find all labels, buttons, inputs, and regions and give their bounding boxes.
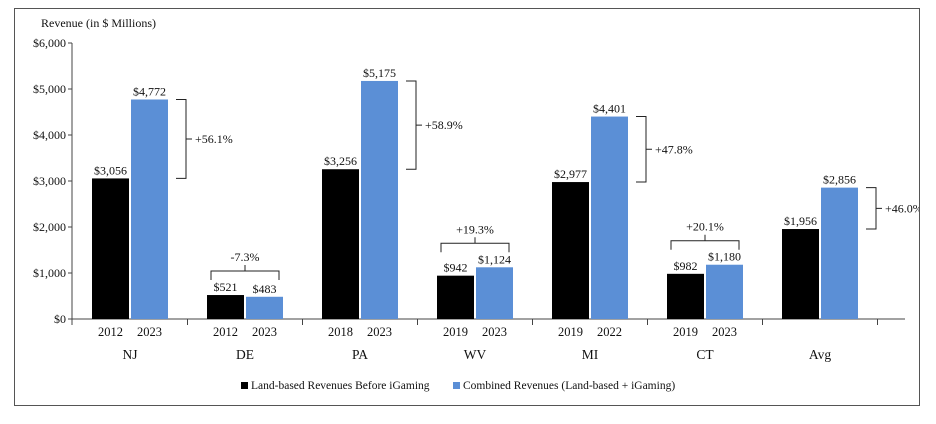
data-label: $942 [444, 261, 468, 275]
y-tick-label: $2,000 [33, 220, 66, 234]
x-year-label: 2022 [597, 325, 622, 339]
legend-label-combined: Combined Revenues (Land-based + iGaming) [463, 380, 675, 392]
x-year-label: 2019 [558, 325, 583, 339]
data-label: $3,256 [324, 154, 357, 168]
change-bracket [440, 237, 510, 253]
bar-combined [706, 264, 743, 319]
x-category-label: Avg [809, 347, 831, 362]
change-brackets: +56.1% -7.3% +58.9% +19.3% +47.8% +20.1% +46.0… [176, 80, 923, 281]
y-tick-label: $6,000 [33, 36, 66, 50]
change-bracket [636, 116, 652, 183]
change-label: +46.0% [885, 201, 919, 215]
x-year-label: 2023 [137, 325, 162, 339]
y-tick-label: $3,000 [33, 174, 66, 188]
y-tick-label: $0 [54, 312, 66, 326]
data-label: $1,956 [784, 214, 817, 228]
bar-combined [591, 116, 628, 319]
x-year-label: 2019 [673, 325, 698, 339]
data-label: $1,124 [478, 252, 511, 266]
data-label: $2,856 [823, 173, 856, 187]
change-bracket [176, 98, 192, 179]
x-year-label: 2019 [443, 325, 468, 339]
y-axis-label: Revenue (in $ Millions) [41, 16, 156, 30]
y-tick-label: $5,000 [33, 82, 66, 96]
x-year-label: 2012 [213, 325, 238, 339]
data-label: $982 [674, 259, 698, 273]
bar-land-based [437, 275, 474, 319]
change-bracket [866, 187, 882, 230]
bar-land-based [92, 178, 129, 319]
x-year-label: 2018 [328, 325, 353, 339]
change-label: +47.8% [655, 142, 693, 156]
y-ticks: $0 $1,000 $2,000 $3,000 $4,000 $5,000 $6,000 [33, 36, 72, 326]
change-label: +56.1% [195, 132, 233, 146]
bar-land-based [207, 295, 244, 319]
bar-combined [476, 267, 513, 319]
data-label: $483 [253, 282, 277, 296]
bar-combined [246, 296, 283, 319]
data-label: $1,180 [708, 250, 741, 264]
x-category-label: PA [352, 347, 368, 362]
bar-land-based [667, 273, 704, 319]
data-label: $521 [214, 280, 238, 294]
x-year-label: 2012 [98, 325, 123, 339]
change-label: -7.3% [231, 250, 260, 264]
bar-land-based [322, 169, 359, 319]
y-tick-label: $1,000 [33, 266, 66, 280]
bar-land-based [782, 229, 819, 319]
bar-combined [131, 99, 168, 319]
legend: Land-based Revenues Before iGaming Combi… [241, 380, 675, 392]
bar-combined [361, 80, 398, 319]
change-label: +20.1% [686, 220, 724, 234]
change-label: +58.9% [425, 118, 463, 132]
data-label: $3,056 [94, 163, 127, 177]
bars [92, 80, 858, 319]
data-label: $2,977 [554, 167, 587, 181]
legend-label-land-based: Land-based Revenues Before iGaming [251, 380, 430, 392]
chart-frame: Revenue (in $ Millions) $0 $1,000 $2,000 $3… [14, 8, 923, 406]
x-category-label: WV [464, 347, 487, 362]
legend-swatch-combined [453, 382, 460, 389]
x-year-label: 2023 [712, 325, 737, 339]
x-category-label: CT [696, 347, 714, 362]
x-category-label: DE [236, 347, 254, 362]
legend-swatch-land-based [241, 382, 248, 389]
bar-combined [821, 187, 858, 319]
change-label: +19.3% [456, 222, 494, 236]
bar-land-based [552, 182, 589, 319]
data-label: $5,175 [363, 66, 396, 80]
change-bracket [406, 80, 422, 170]
x-category-label: NJ [122, 347, 137, 362]
x-category-label: MI [582, 347, 599, 362]
x-year-label: 2023 [367, 325, 392, 339]
change-bracket [210, 265, 280, 281]
data-label: $4,401 [593, 102, 626, 116]
y-tick-label: $4,000 [33, 128, 66, 142]
data-label: $4,772 [133, 84, 166, 98]
change-bracket [670, 234, 740, 250]
x-year-label: 2023 [252, 325, 277, 339]
bar-chart: Revenue (in $ Millions) $0 $1,000 $2,000 $3… [33, 16, 923, 392]
value-labels: $3,056 $4,772 $521 $483 $3,256 $5,175 $942 $1,1… [94, 66, 856, 296]
x-year-label: 2023 [482, 325, 507, 339]
